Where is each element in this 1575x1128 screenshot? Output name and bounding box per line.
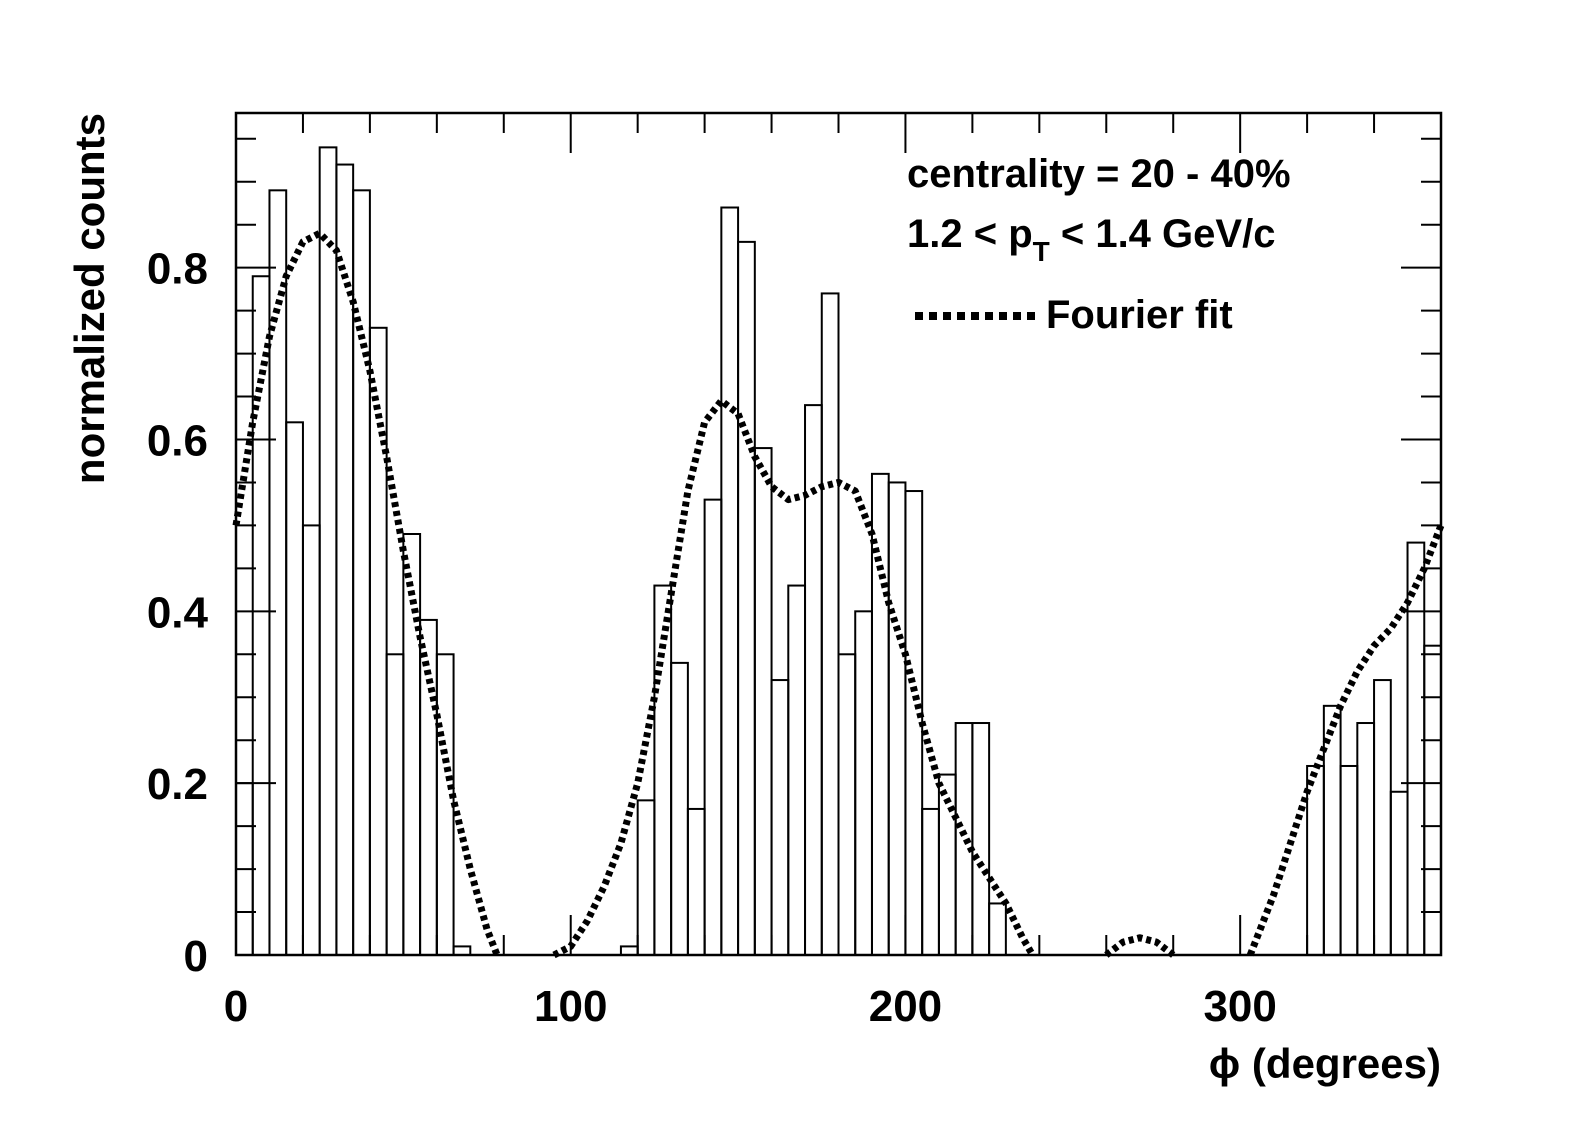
histogram-bar [653,584,673,956]
axis-ticks [235,113,1442,956]
x-tick-label: 0 [224,982,248,1031]
histogram-bar [318,146,338,956]
histogram-bar [1389,790,1409,957]
fourier-fit-line [1246,524,1445,957]
fourier-fit-line [1104,934,1176,958]
histogram-bar [368,326,388,957]
histogram-bar [285,421,304,956]
x-axis-title: ϕ (degrees) [1209,1040,1441,1087]
legend-pt-subscript: T [1033,236,1050,267]
fourier-fit-line [232,229,501,957]
histogram-bar [820,292,840,956]
histogram-bar [1339,764,1359,957]
legend-pt-left: 1.2 < p [907,212,1033,256]
legend-pt-right: < 1.4 GeV/c [1050,212,1276,256]
histogram-bar [670,661,689,956]
histogram-series [235,146,1443,957]
y-axis-title: normalized counts [66,113,113,484]
histogram-bar [452,945,472,956]
x-tick-label: 100 [534,982,607,1031]
histogram-bar [837,653,857,956]
histogram-bar [352,189,371,956]
histogram-bar [1423,644,1443,956]
legend-fit-label: Fourier fit [1046,293,1233,337]
histogram-bar [686,807,706,956]
histogram-bar [887,481,907,956]
histogram-bar [402,533,422,956]
histogram-bar [619,945,639,956]
histogram-bar [988,902,1007,956]
histogram-bar [268,189,288,956]
y-tick-label: 0.2 [147,760,208,809]
histogram-bar [737,240,756,956]
y-tick-label: 0 [184,932,208,981]
histogram-bar [1356,722,1376,956]
histogram-bar [301,524,321,956]
histogram-bar [770,679,790,956]
legend-pt-range-text: 1.2 < pT < 1.4 GeV/c [907,212,1275,267]
histogram-bar [971,722,991,956]
x-tick-label: 200 [869,982,942,1031]
y-tick-label: 0.4 [147,588,209,637]
histogram-bar [870,472,890,956]
histogram-bar [921,807,940,956]
histogram-bar [251,275,271,957]
y-tick-label: 0.8 [147,245,208,294]
y-tick-label: 0.6 [147,416,208,465]
axis-tick-labels: 0 100 200 300 0 0.2 0.4 0.6 0.8 [147,245,1277,1031]
histogram-bar [1373,679,1392,956]
fourier-fit-line [552,397,1036,959]
legend-centrality-text: centrality = 20 - 40% [907,152,1291,196]
histogram-bar [753,447,773,956]
x-tick-label: 300 [1203,982,1276,1031]
fourier-fit-series [232,229,1445,959]
histogram-bar [703,498,723,956]
histogram-bar [787,584,807,956]
histogram-bar [636,799,656,956]
legend: centrality = 20 - 40% 1.2 < pT < 1.4 GeV… [907,152,1291,337]
histogram-bar [720,206,740,957]
histogram-bar [854,610,873,956]
histogram-bar [385,653,405,956]
